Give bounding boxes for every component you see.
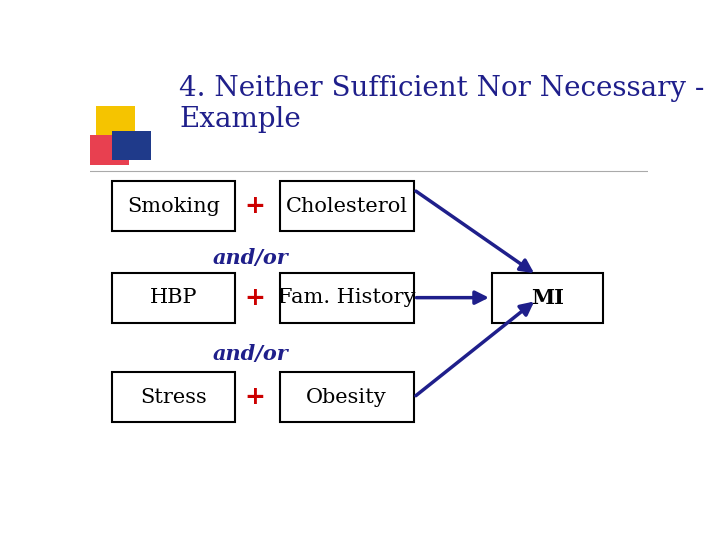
- Bar: [112, 181, 235, 231]
- Text: +: +: [244, 194, 265, 218]
- Text: Stress: Stress: [140, 388, 207, 407]
- Text: +: +: [244, 386, 265, 409]
- Text: HBP: HBP: [150, 288, 197, 307]
- Text: MI: MI: [531, 288, 564, 308]
- Bar: [112, 131, 151, 160]
- Text: Smoking: Smoking: [127, 197, 220, 215]
- Bar: [280, 373, 414, 422]
- Text: 4. Neither Sufficient Nor Necessary -
Example: 4. Neither Sufficient Nor Necessary - Ex…: [179, 75, 705, 133]
- Bar: [492, 273, 603, 322]
- Text: and/or: and/or: [213, 248, 289, 268]
- Text: Obesity: Obesity: [306, 388, 387, 407]
- Text: +: +: [244, 286, 265, 309]
- Bar: [96, 106, 135, 136]
- Text: and/or: and/or: [213, 344, 289, 364]
- Text: Cholesterol: Cholesterol: [286, 197, 408, 215]
- Bar: [90, 136, 129, 165]
- Bar: [280, 181, 414, 231]
- Bar: [112, 373, 235, 422]
- Bar: [280, 273, 414, 322]
- Bar: [112, 273, 235, 322]
- Text: Fam. History: Fam. History: [278, 288, 415, 307]
